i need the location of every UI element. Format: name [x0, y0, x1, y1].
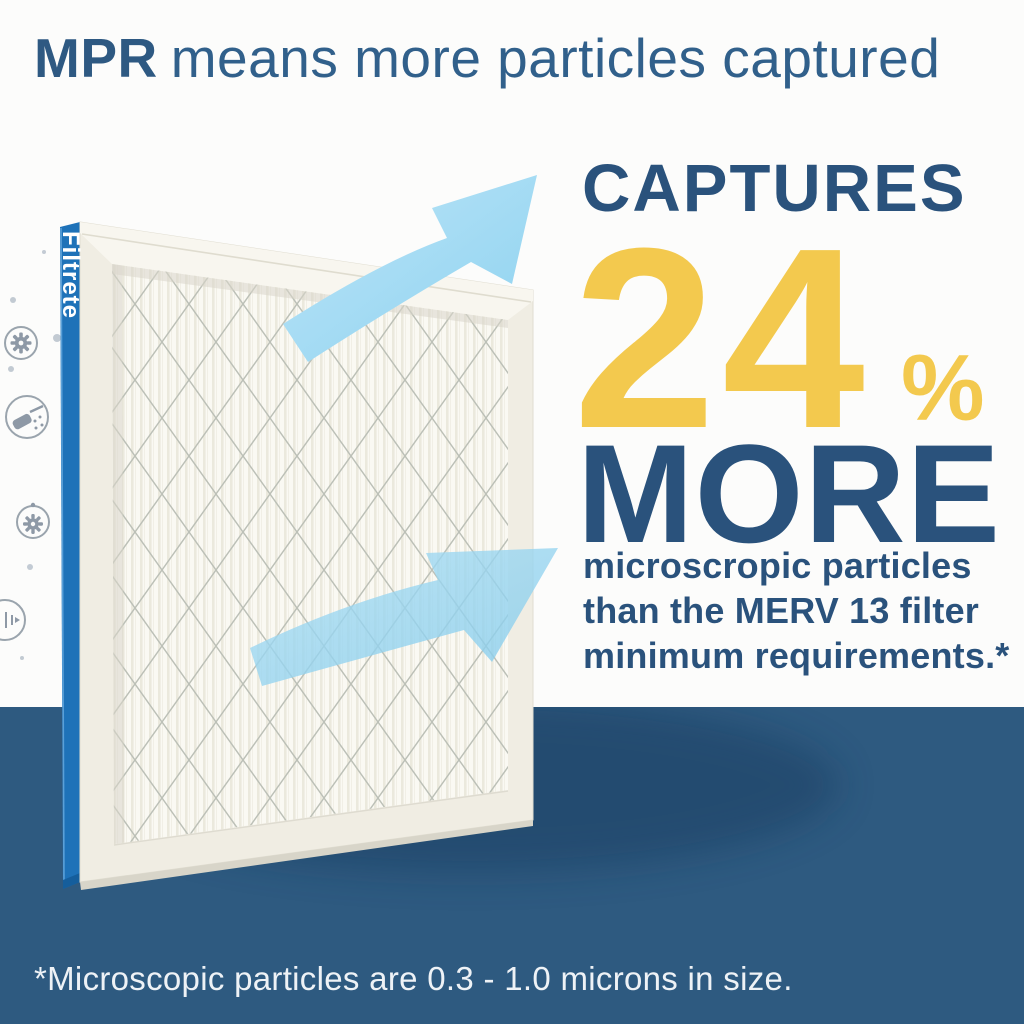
- pollen-particle-icon: [4, 326, 38, 360]
- captures-label: CAPTURES: [582, 151, 967, 226]
- more-label: MORE: [577, 415, 1001, 572]
- percent-sign: %: [901, 335, 985, 440]
- airflow-arrow-top: [283, 175, 537, 362]
- claim-details: microscropic particles than the MERV 13 …: [583, 543, 1010, 678]
- headline: MPR means more particles captured: [34, 26, 940, 90]
- claim-line: minimum requirements.*: [583, 635, 1010, 676]
- particle-dot: [42, 250, 46, 254]
- particle-dot: [10, 297, 16, 303]
- particle-dot: [53, 334, 61, 342]
- headline-brand-term: MPR: [34, 27, 158, 89]
- particle-dot: [8, 366, 14, 372]
- particle-dot: [20, 656, 24, 660]
- percent-value: 24: [573, 195, 871, 482]
- dust-particle-icon: [0, 599, 26, 641]
- particle-dot: [27, 564, 33, 570]
- spray-particle-icon: [5, 395, 49, 439]
- headline-rest: means more particles captured: [170, 27, 941, 89]
- filter-spine: [60, 222, 80, 889]
- claim-line: than the MERV 13 filter: [583, 590, 980, 631]
- footnote: *Microscopic particles are 0.3 - 1.0 mic…: [34, 960, 793, 997]
- airflow-arrow-bottom: [250, 548, 558, 686]
- pollen-particle-icon-2: [16, 502, 50, 539]
- filter-brand-label: Filtrete: [57, 231, 84, 320]
- claim-line: microscropic particles: [583, 545, 972, 586]
